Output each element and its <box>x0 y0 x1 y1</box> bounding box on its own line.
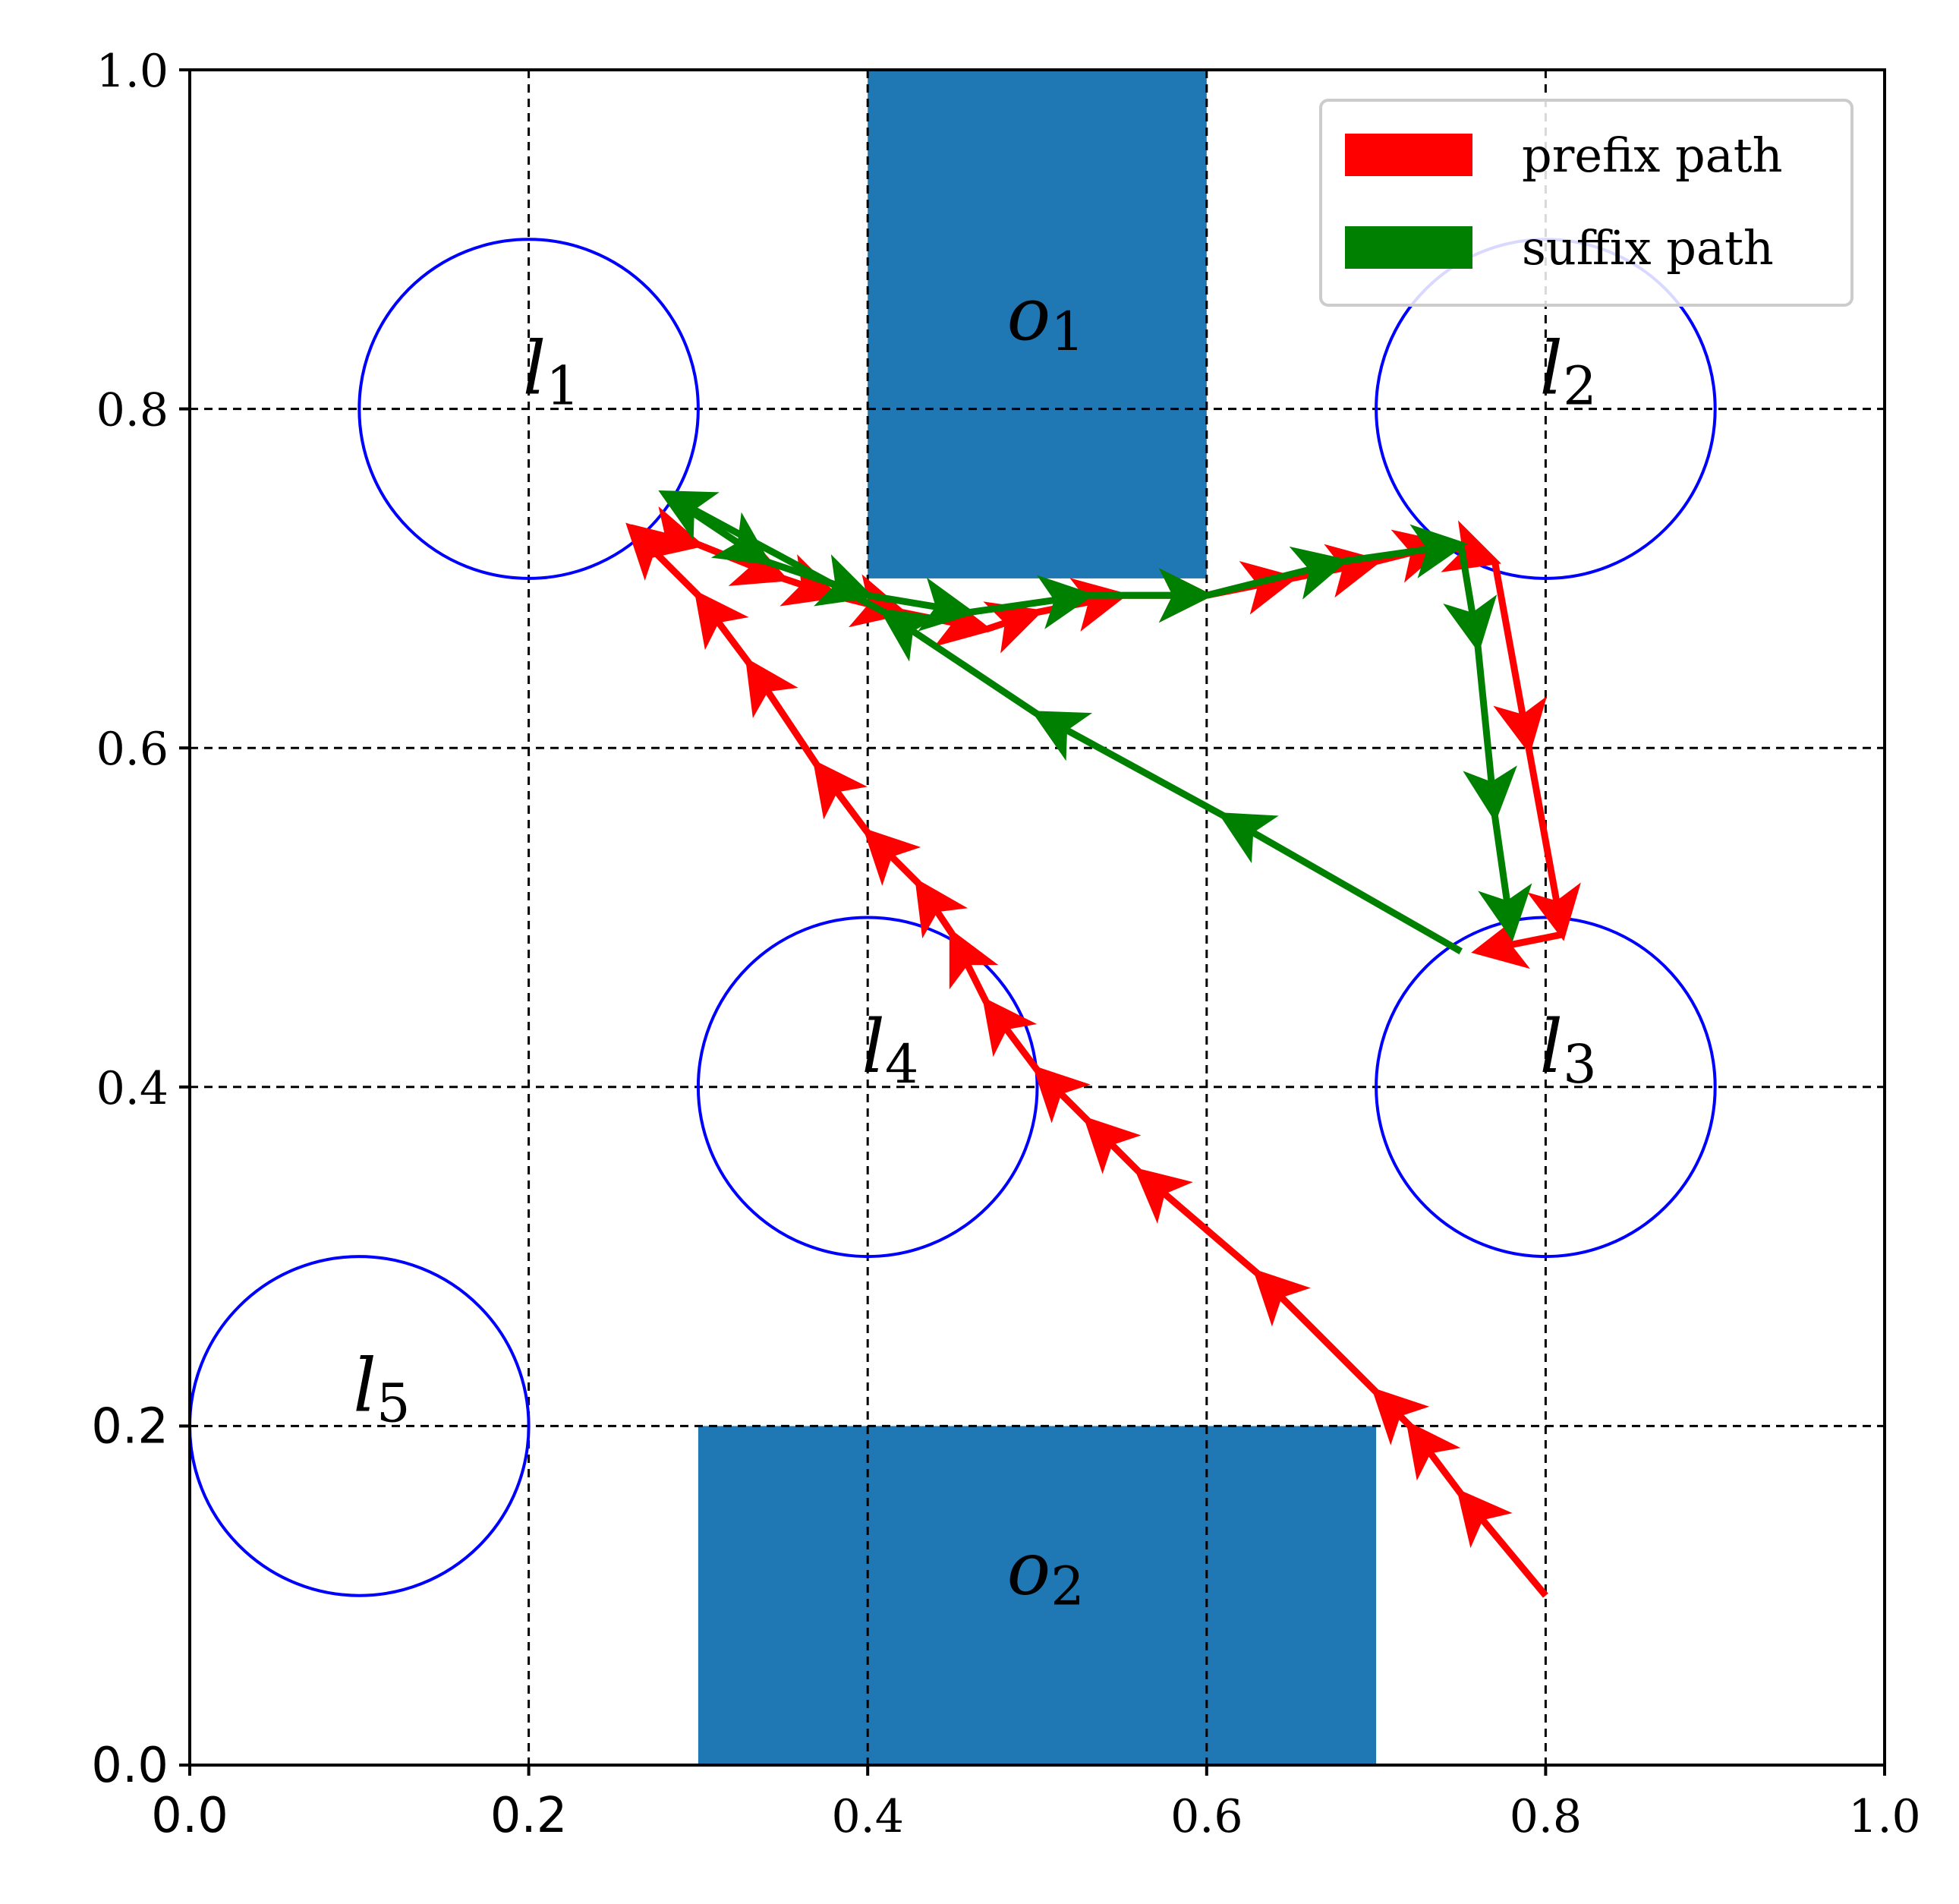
x-tick-label-5: 1.0 <box>1848 1790 1920 1843</box>
path-suffix-segment-7 <box>968 575 1095 629</box>
obstacle-2 <box>698 1426 1377 1765</box>
legend: prefix path suffix path <box>1319 99 1853 307</box>
path-prefix-segment-9 <box>915 878 968 939</box>
path-prefix-segment-20 <box>983 601 1044 654</box>
x-tick-label-1: 0.2 <box>490 1788 568 1844</box>
obstacles <box>698 70 1377 1765</box>
path-prefix-segment-13 <box>694 590 752 666</box>
path-prefix-segment-10 <box>862 827 921 887</box>
axis-ticks: 0.0 0.2 0.4 0.6 0.8 1.0 0.0 0.2 0.4 0.6 0.8 1.0 <box>91 45 1920 1844</box>
path-suffix-segment-11 <box>1443 544 1498 654</box>
x-tick-label-0: 0.0 <box>151 1788 228 1844</box>
path-prefix-segment-28 <box>1525 747 1581 941</box>
path-prefix-segment-7 <box>982 996 1041 1073</box>
x-tick-label-2: 0.4 <box>831 1790 903 1843</box>
path-prefix-segment-11 <box>812 759 871 835</box>
x-tick-label-4: 0.8 <box>1510 1790 1582 1843</box>
path-prefix-segment-12 <box>745 657 820 768</box>
region-label-l5: l5 <box>353 1343 410 1434</box>
region-label-l4: l4 <box>861 1004 918 1095</box>
path-prefix-segment-5 <box>1083 1116 1142 1174</box>
x-tick-label-3: 0.6 <box>1170 1790 1242 1843</box>
y-tick-label-5: 1.0 <box>96 45 168 98</box>
obstacle-1 <box>868 70 1207 578</box>
region-label-l2: l2 <box>1539 326 1596 418</box>
legend-label-prefix-path: prefix path <box>1522 128 1783 183</box>
legend-swatch-suffix-path <box>1345 226 1472 269</box>
path-prefix-segment-29 <box>1471 915 1564 969</box>
path-suffix-segment-4 <box>662 490 772 566</box>
region-label-l1: l1 <box>523 326 580 418</box>
path-prefix-segment-14 <box>625 522 701 598</box>
path-suffix-segment-6 <box>867 577 977 632</box>
path-suffix-segment-13 <box>1478 815 1532 941</box>
path-suffix-segment-2 <box>879 608 1039 717</box>
path-suffix-segment-9 <box>1205 546 1350 600</box>
path-prefix-segment-3 <box>1252 1269 1379 1395</box>
path-prefix-segment-6 <box>1032 1065 1091 1124</box>
y-tick-label-1: 0.2 <box>91 1398 168 1455</box>
obstacle-label-o1: o1 <box>1007 272 1085 363</box>
plot-frame <box>188 68 1886 1767</box>
region-circle-1 <box>357 238 700 580</box>
y-tick-label-4: 0.8 <box>96 384 168 437</box>
y-tick-label-0: 0.0 <box>91 1738 168 1794</box>
path-suffix-segment-12 <box>1463 645 1517 823</box>
path-suffix-segment-10 <box>1341 524 1468 578</box>
obstacle-label-o2: o2 <box>1007 1526 1085 1617</box>
path-suffix-segment-0 <box>1217 812 1463 955</box>
path-prefix-segment-0 <box>1456 1488 1548 1598</box>
legend-swatch-prefix-path <box>1345 134 1472 176</box>
path-prefix-segment-8 <box>949 928 999 1004</box>
path-prefix-segment-27 <box>1491 560 1548 755</box>
region-label-l3: l3 <box>1539 1004 1596 1095</box>
paths <box>625 490 1581 1598</box>
y-tick-label-2: 0.4 <box>96 1062 168 1115</box>
path-prefix-segment-2 <box>1371 1387 1430 1445</box>
y-tick-label-3: 0.6 <box>96 723 168 776</box>
path-suffix-segment-5 <box>764 554 874 607</box>
legend-label-suffix-path: suffix path <box>1522 220 1774 276</box>
path-suffix-segment-1 <box>1031 711 1226 819</box>
region-labels: l1 l2 l3 l4 l5 o1 o2 <box>353 272 1596 1617</box>
path-prefix-segment-4 <box>1133 1167 1260 1276</box>
